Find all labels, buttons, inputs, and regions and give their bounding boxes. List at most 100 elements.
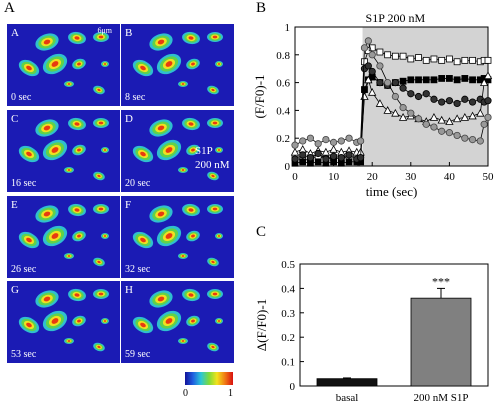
data-point: [299, 158, 307, 166]
cell-image: [132, 117, 223, 181]
data-point: [314, 158, 322, 166]
data-point: [391, 79, 399, 87]
y-tick-label: 0.4: [276, 105, 290, 117]
stimulus-note: S1P 200 nM: [195, 144, 230, 172]
tile-letter: G: [11, 284, 19, 296]
intensity-colorbar: [185, 372, 233, 385]
bar: [316, 378, 378, 387]
micrograph-tile: G 53 sec: [7, 281, 120, 363]
data-point: [361, 58, 368, 66]
y-axis-label: (F/F0)-1: [252, 74, 267, 118]
stimulus-note-line2: 200 nM: [195, 159, 230, 171]
data-point: [414, 92, 423, 101]
data-point: [415, 76, 422, 84]
cell-image: [18, 117, 109, 181]
cell-image: [132, 31, 223, 95]
tile-letter: B: [125, 27, 133, 39]
x-tick-label: 0: [292, 171, 298, 183]
data-point: [384, 51, 392, 59]
data-point: [376, 48, 384, 56]
data-point: [368, 67, 376, 76]
data-point: [480, 120, 488, 128]
data-point: [415, 54, 422, 61]
data-point: [430, 76, 438, 84]
data-point: [368, 51, 376, 59]
significance-marker: ***: [432, 274, 450, 288]
data-point: [453, 99, 461, 108]
micrograph-tile: H 59 sec: [121, 281, 234, 363]
y-tick-label: 0.6: [276, 78, 290, 90]
y-tick-label: 0.3: [281, 308, 295, 320]
cell-image: [132, 203, 223, 267]
tile-letter: D: [125, 113, 133, 125]
data-point: [407, 90, 415, 98]
data-point: [479, 78, 489, 86]
y-tick-label: 0.4: [281, 283, 295, 295]
data-point: [368, 44, 376, 52]
y-tick-label: 1: [285, 22, 291, 34]
data-point: [422, 90, 430, 98]
data-point: [468, 135, 477, 144]
data-point: [429, 113, 439, 121]
tile-timestamp: 26 sec: [11, 264, 37, 275]
tile-letter: F: [125, 199, 132, 211]
tile-timestamp: 53 sec: [11, 349, 37, 360]
data-point: [422, 120, 430, 128]
data-point: [461, 134, 469, 142]
micrograph-tile: D 20 sec S1P 200 nM: [121, 110, 234, 192]
data-point: [461, 75, 469, 82]
data-point: [445, 117, 454, 125]
panel-b-letter: B: [256, 0, 267, 16]
bar: [410, 297, 472, 387]
tile-letter: H: [125, 284, 133, 296]
data-point: [430, 55, 438, 63]
y-axis-label: Δ(F/F0)-1: [254, 299, 269, 351]
tile-timestamp: 32 sec: [125, 264, 151, 275]
data-point: [364, 37, 372, 45]
x-tick-label: 10: [328, 171, 340, 183]
data-point: [364, 62, 372, 70]
x-tick-label: 40: [444, 171, 456, 183]
panel-c-letter: C: [256, 224, 267, 240]
data-point: [407, 55, 415, 63]
tile-timestamp: 0 sec: [11, 92, 32, 103]
data-point: [322, 155, 330, 163]
data-point: [476, 108, 485, 117]
data-point: [337, 137, 345, 145]
x-category-label: 200 nM S1P: [413, 392, 468, 404]
data-point: [376, 62, 384, 70]
data-point: [291, 141, 299, 149]
data-point: [445, 129, 453, 137]
data-point: [476, 137, 484, 145]
data-point: [314, 140, 322, 148]
data-point: [452, 114, 462, 123]
cell-image: [132, 288, 223, 352]
data-point: [398, 113, 408, 121]
data-point: [461, 56, 469, 64]
x-tick-label: 30: [405, 171, 417, 183]
tile-timestamp: 16 sec: [11, 178, 37, 189]
data-point: [438, 127, 446, 135]
tile-timestamp: 8 sec: [125, 92, 146, 103]
tile-timestamp: 59 sec: [125, 349, 151, 360]
y-tick-label: 0.5: [281, 259, 295, 271]
data-point: [453, 58, 461, 66]
scale-bar-label: 6μm: [97, 26, 112, 35]
data-point: [299, 151, 307, 159]
data-point: [437, 115, 446, 124]
cell-image: [18, 288, 109, 352]
data-point: [484, 56, 492, 64]
tile-letter: A: [11, 27, 19, 39]
plot-frame: [299, 263, 489, 387]
x-tick-label: 50: [483, 171, 495, 183]
data-point: [291, 155, 299, 163]
y-tick-label: 0.8: [276, 50, 290, 62]
data-point: [391, 92, 399, 101]
micrograph-tile: A 0 sec 6μm: [7, 24, 120, 106]
data-point: [299, 137, 307, 145]
data-point: [468, 111, 477, 120]
stimulus-annotation: S1P 200 nM: [366, 11, 426, 25]
y-tick-label: 0: [290, 381, 296, 393]
data-point: [306, 154, 315, 162]
data-point: [306, 134, 315, 142]
